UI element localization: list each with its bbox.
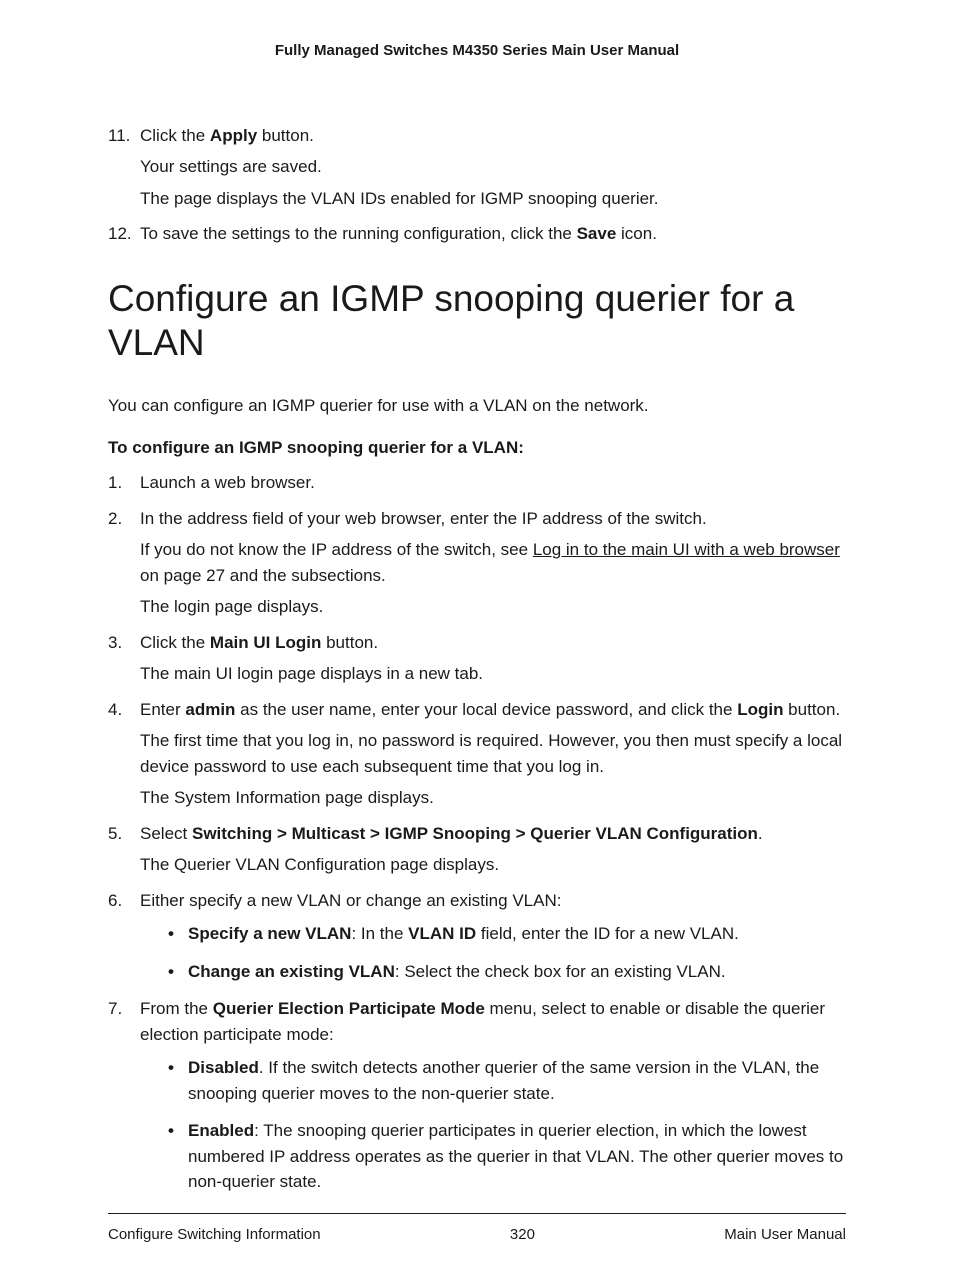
step-number: 6. (108, 888, 122, 914)
text-fragment: field, enter the ID for a new VLAN. (476, 924, 739, 943)
step-number: 2. (108, 506, 122, 532)
apply-label: Apply (210, 126, 257, 145)
step-subtext: The first time that you log in, no passw… (140, 728, 846, 779)
intro-paragraph: You can configure an IGMP querier for us… (108, 393, 846, 419)
text-fragment: Click the (140, 633, 210, 652)
text-fragment: : The snooping querier participates in q… (188, 1121, 843, 1191)
text-fragment: From the (140, 999, 213, 1018)
page-footer: Configure Switching Information 320 Main… (108, 1224, 846, 1247)
bullet-lead: Change an existing VLAN (188, 962, 395, 981)
step-subtext: The System Information page displays. (140, 785, 846, 811)
step-1: 1. Launch a web browser. (108, 470, 846, 496)
text-fragment: : Select the check box for an existing V… (395, 962, 726, 981)
bullet-lead: Disabled (188, 1058, 259, 1077)
text-fragment: If you do not know the IP address of the… (140, 540, 533, 559)
admin-label: admin (185, 700, 235, 719)
text-fragment: Click the (140, 126, 210, 145)
bullet-lead: Specify a new VLAN (188, 924, 351, 943)
bullet-list: Specify a new VLAN: In the VLAN ID field… (140, 921, 846, 984)
save-label: Save (577, 224, 617, 243)
footer-right: Main User Manual (724, 1224, 846, 1247)
step-subtext: The Querier VLAN Configuration page disp… (140, 852, 846, 878)
vlan-id-label: VLAN ID (408, 924, 476, 943)
text-fragment: as the user name, enter your local devic… (235, 700, 737, 719)
step-text: Click the Apply button. (140, 123, 846, 149)
text-fragment: Select (140, 824, 192, 843)
step-4: 4. Enter admin as the user name, enter y… (108, 697, 846, 811)
list-item: Specify a new VLAN: In the VLAN ID field… (168, 921, 846, 947)
text-fragment: button. (257, 126, 314, 145)
text-fragment: button. (321, 633, 378, 652)
main-ui-login-label: Main UI Login (210, 633, 321, 652)
bullet-lead: Enabled (188, 1121, 254, 1140)
step-subtext: The main UI login page displays in a new… (140, 661, 846, 687)
step-text: Enter admin as the user name, enter your… (140, 697, 846, 723)
text-fragment: . If the switch detects another querier … (188, 1058, 819, 1103)
step-text: Launch a web browser. (140, 470, 846, 496)
text-fragment: on page 27 and the subsections. (140, 566, 386, 585)
footer-left: Configure Switching Information (108, 1224, 321, 1247)
step-11: 11. Click the Apply button. Your setting… (108, 123, 846, 212)
list-item: Enabled: The snooping querier participat… (168, 1118, 846, 1195)
text-fragment: To save the settings to the running conf… (140, 224, 577, 243)
text-fragment: Enter (140, 700, 185, 719)
step-text: Select Switching > Multicast > IGMP Snoo… (140, 821, 846, 847)
section-heading: Configure an IGMP snooping querier for a… (108, 277, 846, 366)
step-subtext: The page displays the VLAN IDs enabled f… (140, 186, 846, 212)
step-subtext: Your settings are saved. (140, 154, 846, 180)
step-2: 2. In the address field of your web brow… (108, 506, 846, 620)
procedure-subheading: To configure an IGMP snooping querier fo… (108, 435, 846, 461)
bullet-list: Disabled. If the switch detects another … (140, 1055, 846, 1195)
step-text: From the Querier Election Participate Mo… (140, 996, 846, 1047)
step-6: 6. Either specify a new VLAN or change a… (108, 888, 846, 985)
step-7: 7. From the Querier Election Participate… (108, 996, 846, 1195)
footer-page-number: 320 (510, 1224, 535, 1247)
step-number: 5. (108, 821, 122, 847)
step-number: 7. (108, 996, 122, 1022)
step-text: In the address field of your web browser… (140, 506, 846, 532)
list-item: Disabled. If the switch detects another … (168, 1055, 846, 1106)
step-number: 4. (108, 697, 122, 723)
login-ui-link[interactable]: Log in to the main UI with a web browser (533, 540, 840, 559)
step-number: 11. (108, 123, 130, 149)
list-item: Change an existing VLAN: Select the chec… (168, 959, 846, 985)
step-number: 1. (108, 470, 122, 496)
menu-path-label: Switching > Multicast > IGMP Snooping > … (192, 824, 758, 843)
step-3: 3. Click the Main UI Login button. The m… (108, 630, 846, 687)
mode-menu-label: Querier Election Participate Mode (213, 999, 485, 1018)
text-fragment: icon. (616, 224, 657, 243)
step-5: 5. Select Switching > Multicast > IGMP S… (108, 821, 846, 878)
text-fragment: . (758, 824, 763, 843)
step-number: 3. (108, 630, 122, 656)
procedure-step-list: 1. Launch a web browser. 2. In the addre… (108, 470, 846, 1195)
text-fragment: : In the (351, 924, 408, 943)
step-12: 12. To save the settings to the running … (108, 221, 846, 247)
login-label: Login (737, 700, 783, 719)
page-header-title: Fully Managed Switches M4350 Series Main… (108, 40, 846, 63)
step-text: Either specify a new VLAN or change an e… (140, 888, 846, 914)
footer-rule (108, 1213, 846, 1214)
step-text: Click the Main UI Login button. (140, 630, 846, 656)
step-subtext: If you do not know the IP address of the… (140, 537, 846, 588)
text-fragment: button. (783, 700, 840, 719)
step-number: 12. (108, 221, 132, 247)
continuation-step-list: 11. Click the Apply button. Your setting… (108, 123, 846, 247)
step-subtext: The login page displays. (140, 594, 846, 620)
step-text: To save the settings to the running conf… (140, 221, 846, 247)
